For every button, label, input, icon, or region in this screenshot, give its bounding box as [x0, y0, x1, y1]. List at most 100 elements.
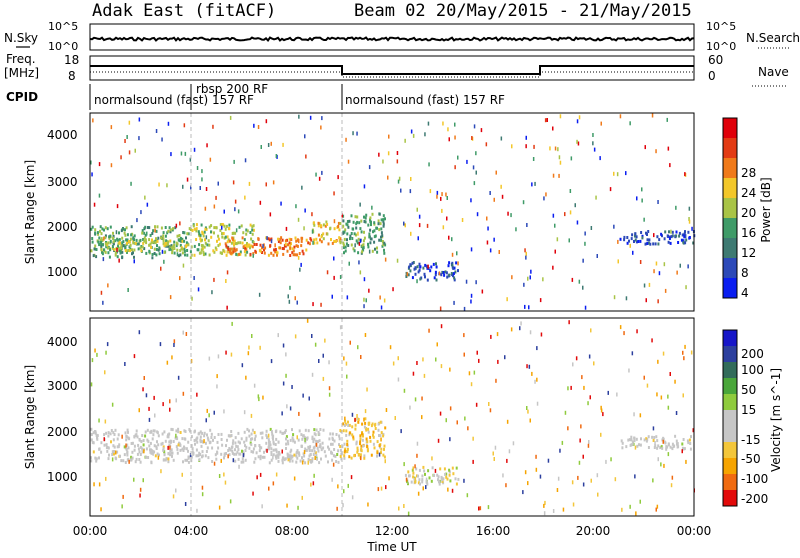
velocity-data-speckle [301, 495, 303, 500]
power-data-cell-3 [279, 241, 282, 245]
velocity-data-speckle [121, 434, 123, 439]
power-data-cell-0 [117, 246, 120, 250]
power-data-speckle [493, 197, 495, 202]
power-data-cell-2 [232, 231, 235, 235]
power-data-cell-4 [317, 233, 320, 237]
velocity-data-cell-0 [167, 433, 169, 437]
power-data-speckle [436, 190, 439, 195]
power-data-cell-4 [326, 223, 329, 226]
velocity-data-speckle [259, 472, 262, 477]
velocity-data-cell-0 [225, 444, 227, 448]
power-data-speckle [544, 118, 547, 123]
power-data-cell-0 [103, 248, 105, 252]
power-data-cell-4 [333, 240, 336, 243]
velocity-data-cell-0 [217, 433, 220, 436]
power-data-cell-0 [186, 249, 189, 252]
power-data-speckle [289, 285, 291, 290]
velocity-data-cell-3 [662, 436, 665, 440]
power-data-cell-4 [337, 221, 340, 225]
velocity-data-cell-0 [176, 437, 179, 441]
power-data-speckle [569, 210, 572, 215]
power-data-cell-5 [356, 220, 359, 224]
velocity-data-cell-0 [333, 448, 336, 451]
velocity-data-speckle [148, 417, 151, 422]
velocity-data-cell-3 [689, 442, 692, 445]
velocity-data-speckle [216, 374, 218, 379]
power-data-speckle [346, 295, 349, 300]
velocity-data-cell-0 [242, 460, 245, 464]
power-data-cell-0 [162, 234, 165, 238]
power-data-cell-3 [302, 252, 305, 256]
velocity-data-cell-0 [328, 437, 331, 441]
power-data-cell-5 [382, 224, 385, 228]
power-data-speckle [387, 151, 390, 156]
power-data-cell-5 [350, 232, 353, 235]
velocity-data-speckle [154, 413, 156, 418]
velocity-data-cell-1 [377, 428, 380, 432]
power-data-cell-4 [316, 241, 319, 245]
velocity-data-cell-0 [337, 460, 340, 464]
power-data-speckle [182, 184, 184, 189]
power-data-cell-2 [226, 235, 229, 239]
power-data-cell-6 [452, 274, 454, 278]
velocity-data-cell-1 [344, 449, 346, 453]
velocity-data-cell-0 [98, 447, 101, 451]
velocity-data-cell-0 [291, 428, 293, 432]
power-data-cell-0 [155, 229, 158, 233]
velocity-data-speckle [328, 386, 331, 391]
velocity-data-speckle [667, 452, 670, 457]
velocity-data-cell-0 [302, 452, 305, 456]
velocity-data-speckle [634, 474, 636, 479]
velocity-data-speckle [567, 386, 569, 391]
velocity-data-speckle [224, 480, 227, 485]
power-data-cell-2 [245, 245, 248, 248]
power-data-cell-7 [639, 239, 642, 243]
velocity-data-cell-0 [317, 430, 320, 434]
velocity-data-cell-1 [383, 447, 385, 451]
power-data-cell-5 [377, 219, 380, 223]
power-data-cell-7 [637, 240, 640, 243]
power-data-speckle [318, 176, 321, 181]
velocity-data-cell-3 [639, 443, 642, 447]
power-ytick-1000: 1000 [47, 265, 78, 279]
velocity-data-speckle [182, 330, 184, 335]
velocity-data-cell-3 [681, 442, 684, 446]
power-data-speckle [569, 189, 572, 193]
velocity-data-speckle [496, 332, 499, 337]
velocity-data-cell-3 [630, 435, 633, 439]
velocity-data-speckle [196, 508, 198, 513]
velocity-data-cell-0 [309, 453, 312, 456]
velocity-data-cell-2 [455, 466, 458, 470]
velocity-data-speckle [98, 482, 101, 487]
velocity-data-speckle [231, 321, 233, 326]
velocity-data-cell-3 [632, 440, 634, 444]
power-data-cell-5 [374, 247, 376, 251]
power-data-speckle [473, 124, 476, 129]
power-data-cell-0 [100, 232, 103, 236]
power-data-speckle [201, 177, 203, 182]
power-data-speckle [429, 189, 432, 194]
velocity-data-cell-3 [681, 446, 684, 450]
power-data-cell-5 [346, 232, 349, 236]
velocity-data-speckle [614, 477, 617, 482]
power-data-cell-5 [380, 218, 383, 222]
velocity-data-speckle [367, 502, 369, 507]
power-data-cell-0 [103, 228, 105, 232]
velocity-data-cell-0 [251, 428, 254, 432]
velocity-data-cell-3 [682, 438, 685, 441]
velocity-data-speckle [671, 475, 674, 480]
station-title: Adak East (fitACF) [92, 1, 276, 21]
velocity-data-cell-0 [324, 454, 327, 458]
velocity-data-speckle [162, 402, 164, 407]
power-data-cell-3 [261, 251, 263, 254]
velocity-data-speckle [449, 406, 452, 411]
velocity-data-speckle [590, 328, 592, 333]
power-data-cell-2 [195, 227, 198, 231]
power-data-cell-1 [169, 239, 172, 243]
power-data-cell-3 [288, 241, 291, 245]
velocity-data-speckle [268, 486, 270, 491]
velocity-data-speckle [266, 448, 268, 453]
velocity-data-speckle [301, 460, 304, 465]
power-data-cell-2 [198, 232, 201, 236]
power-data-speckle [495, 170, 497, 175]
